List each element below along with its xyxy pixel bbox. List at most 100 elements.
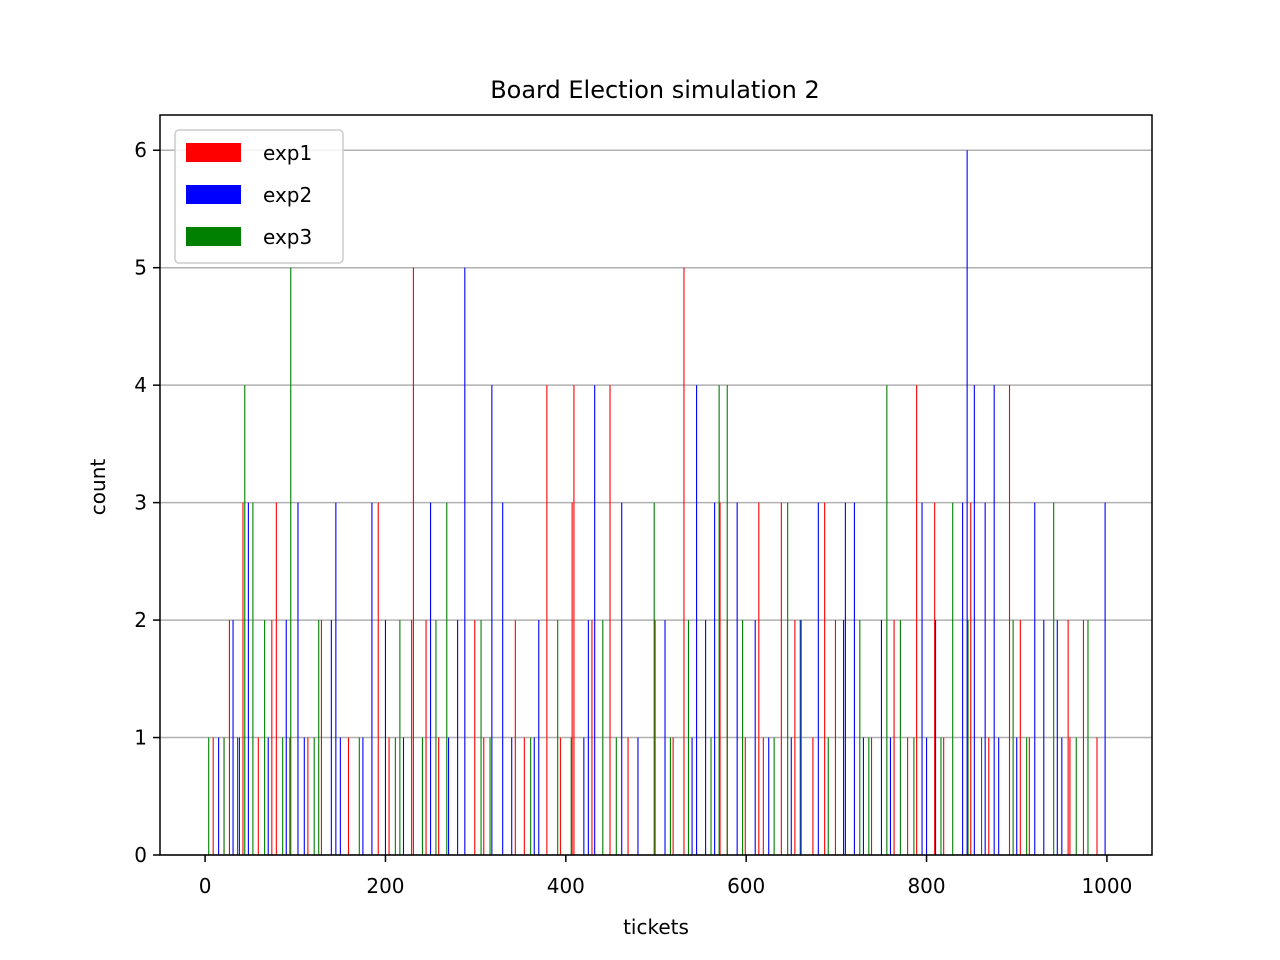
y-tick-label-3: 3 xyxy=(134,491,147,515)
bar-exp1-640 xyxy=(780,502,782,855)
bar-exp2-845 xyxy=(966,150,968,856)
bar-exp1-430 xyxy=(591,620,593,855)
bars xyxy=(208,150,1106,856)
y-axis-ticks: 0 1 2 3 4 5 6 xyxy=(134,138,160,867)
bar-exp2-680 xyxy=(817,502,819,855)
bar-exp2-930 xyxy=(1043,620,1045,855)
bar-exp1-60 xyxy=(257,737,259,855)
bar-exp2-70 xyxy=(267,737,269,855)
bar-exp1-820 xyxy=(943,737,945,855)
bar-exp1-572 xyxy=(719,502,721,855)
x-tick-label-0: 0 xyxy=(199,874,212,898)
bar-exp2-920 xyxy=(1034,502,1036,855)
bar-exp2-420 xyxy=(583,737,585,855)
bar-exp3-267 xyxy=(446,502,448,855)
bar-exp1-790 xyxy=(916,385,918,855)
bar-exp2-565 xyxy=(714,502,716,855)
bar-exp2-545 xyxy=(696,385,698,855)
bar-exp1-205 xyxy=(388,737,390,855)
bar-exp3-497 xyxy=(653,502,655,855)
bar-exp2-840 xyxy=(962,502,964,855)
bar-exp2-750 xyxy=(880,620,882,855)
bar-exp1-246 xyxy=(425,620,427,855)
bar-exp2-462 xyxy=(621,502,623,855)
bar-exp1-915 xyxy=(1028,737,1030,855)
bar-exp2-800 xyxy=(926,737,928,855)
bar-exp3-405 xyxy=(570,737,572,855)
bar-exp2-90 xyxy=(285,620,287,855)
bar-exp3-240 xyxy=(421,737,423,855)
bar-exp3-578 xyxy=(726,385,728,855)
bar-exp1-193 xyxy=(377,502,379,855)
bar-exp1-470 xyxy=(627,737,629,855)
bar-exp3-828 xyxy=(952,502,954,855)
chart-title: Board Election simulation 2 xyxy=(490,76,820,104)
bar-exp1-345 xyxy=(514,620,516,855)
bar-exp1-615 xyxy=(758,502,760,855)
bar-exp3-645 xyxy=(787,502,789,855)
y-tick-label-2: 2 xyxy=(134,608,147,632)
bar-exp3-785 xyxy=(913,737,915,855)
bar-exp2-510 xyxy=(664,620,666,855)
bar-exp3-255 xyxy=(435,620,437,855)
bar-exp2-175 xyxy=(362,737,364,855)
bar-exp1-810 xyxy=(934,502,936,855)
bar-exp1-410 xyxy=(573,385,575,855)
bar-exp1-380 xyxy=(546,385,548,855)
bar-exp3-120 xyxy=(313,737,315,855)
bar-exp2-250 xyxy=(430,502,432,855)
bar-exp2-370 xyxy=(538,620,540,855)
bar-exp2-288 xyxy=(464,267,466,855)
bar-exp1-905 xyxy=(1019,620,1021,855)
bar-exp1-960 xyxy=(1069,737,1071,855)
legend-label-exp1: exp1 xyxy=(263,141,312,165)
bar-exp2-865 xyxy=(984,502,986,855)
bar-exp1-700 xyxy=(834,620,837,855)
bar-exp3-535 xyxy=(687,620,690,855)
bar-exp2-318 xyxy=(491,385,493,855)
bar-exp3-895 xyxy=(1012,620,1014,855)
bar-exp2-200 xyxy=(384,620,386,855)
bar-exp3-85 xyxy=(282,737,284,855)
y-tick-label-6: 6 xyxy=(134,138,147,162)
bar-exp2-720 xyxy=(853,502,855,855)
bar-exp3-630 xyxy=(773,737,775,855)
legend-label-exp2: exp2 xyxy=(263,183,312,207)
bar-exp3-52 xyxy=(252,502,254,855)
bar-exp1-75 xyxy=(271,620,273,855)
bar-exp1-160 xyxy=(347,737,350,855)
bar-exp3-770 xyxy=(899,620,901,855)
bar-exp1-532 xyxy=(683,267,685,855)
bar-exp3-210 xyxy=(394,737,396,855)
plot-frame xyxy=(159,114,1153,856)
bar-exp3-315 xyxy=(489,737,491,855)
bar-exp2-185 xyxy=(371,502,373,855)
bar-exp1-870 xyxy=(988,737,990,855)
bar-exp1-115 xyxy=(307,737,309,855)
bar-exp3-725 xyxy=(859,620,861,855)
bar-exp2-810 xyxy=(935,620,937,855)
bar-exp1-850 xyxy=(970,502,972,855)
legend-swatch-exp2 xyxy=(186,185,241,204)
bar-exp2-853 xyxy=(973,385,975,855)
bar-exp2-145 xyxy=(335,502,337,855)
bar-exp2-610 xyxy=(754,620,756,855)
bar-exp2-330 xyxy=(502,502,504,855)
x-tick-label-1000: 1000 xyxy=(1081,874,1132,898)
y-axis-label: count xyxy=(86,459,110,516)
bar-exp1-310 xyxy=(483,737,485,855)
bar-exp1-43 xyxy=(242,502,244,855)
bar-exp3-170 xyxy=(358,737,360,855)
legend: exp1 exp2 exp3 xyxy=(174,129,344,264)
bar-exp2-140 xyxy=(330,620,332,855)
bar-exp3-65 xyxy=(264,620,266,855)
bar-exp1-620 xyxy=(762,737,764,855)
bar-exp2-432 xyxy=(594,385,596,855)
bar-exp1-450 xyxy=(609,385,611,855)
y-tick-label-1: 1 xyxy=(134,726,147,750)
bar-exp2-880 xyxy=(998,737,1000,855)
bar-exp2-48 xyxy=(247,502,249,855)
bar-exp2-270 xyxy=(448,737,450,855)
bar-exp2-110 xyxy=(303,737,305,855)
